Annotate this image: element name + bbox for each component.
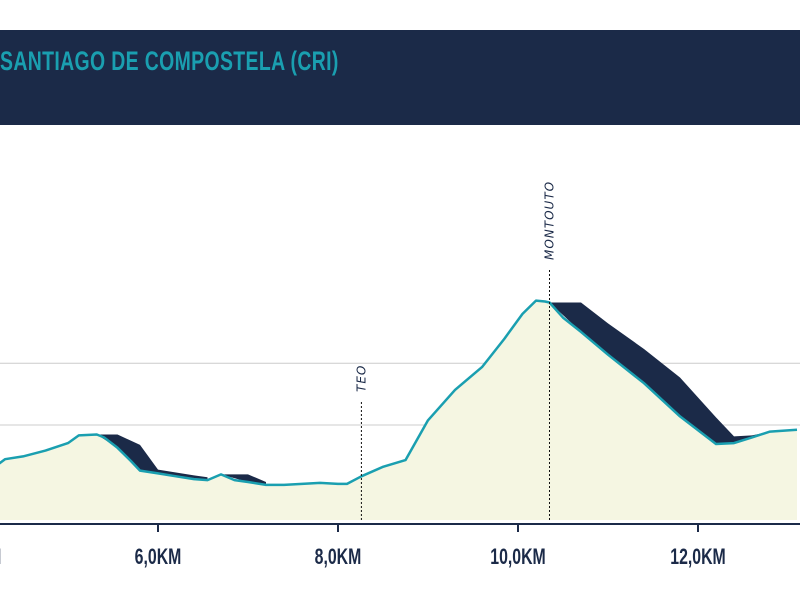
x-tick-label-12: 12,0KM: [670, 546, 725, 570]
landmark-label-montouto: MONTOUTO: [543, 181, 557, 260]
x-tick-label-4: 4,0KM: [0, 546, 1, 570]
profile-line: [0, 299, 798, 487]
landmark-label-teo: TEO: [354, 365, 368, 392]
x-tick-label-10: 10,0KM: [490, 546, 545, 570]
x-tick-label-8: 8,0KM: [315, 546, 362, 570]
stage-title: SANTIAGO DE COMPOSTELA (CRI): [0, 46, 339, 76]
climb-shading-1: [96, 434, 208, 481]
x-tick-label-6: 6,0KM: [135, 546, 182, 570]
title-banner: SANTIAGO DE COMPOSTELA (CRI): [0, 30, 800, 125]
climb-shading-3: [549, 302, 770, 444]
profile-area: [0, 300, 797, 520]
